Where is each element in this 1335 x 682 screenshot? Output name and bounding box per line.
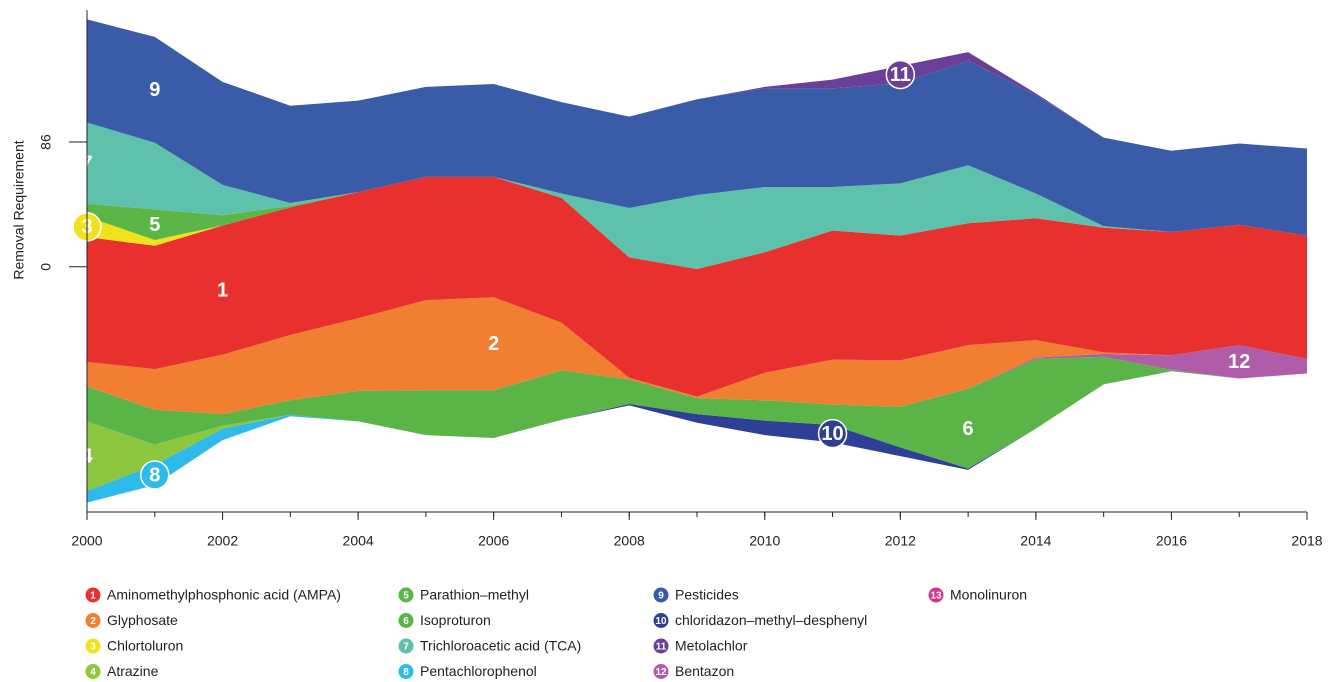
- legend-label: Glyphosate: [107, 612, 178, 628]
- x-tick-label: 2004: [343, 533, 374, 549]
- legend-marker-number: 2: [90, 616, 96, 627]
- legend-item: 2 Glyphosate: [85, 612, 178, 628]
- legend-label: Aminomethylphosphonic acid (AMPA): [107, 587, 341, 603]
- legend-item: 12 Bentazon: [653, 663, 734, 679]
- legend-marker-number: 7: [403, 642, 409, 653]
- x-tick-label: 2010: [749, 533, 780, 549]
- legend-item: 1 Aminomethylphosphonic acid (AMPA): [85, 587, 341, 603]
- legend-marker-number: 9: [658, 591, 664, 602]
- legend-label: Bentazon: [675, 663, 734, 679]
- legend-marker-number: 8: [403, 667, 409, 678]
- legend-marker-number: 4: [90, 667, 96, 678]
- legend-item: 3 Chlortoluron: [85, 638, 183, 654]
- annotation-circle: [140, 460, 170, 490]
- legend-item: 5 Parathion–methyl: [398, 587, 529, 603]
- stream-area: [87, 19, 1307, 236]
- legend-marker: [653, 613, 669, 628]
- stream-label: 9: [149, 79, 160, 101]
- legend-label: Isoproturon: [420, 612, 491, 628]
- y-tick-label: 0: [38, 263, 54, 271]
- x-tick-label: 2012: [885, 533, 916, 549]
- stream-label: 2: [488, 333, 499, 355]
- legend-marker-number: 6: [403, 616, 409, 627]
- legend-marker: [85, 613, 101, 628]
- stream-area: [87, 297, 1307, 415]
- legend-marker: [398, 664, 414, 679]
- legend-item: 13 Monolinuron: [928, 587, 1027, 603]
- legend-marker-number: 1: [90, 591, 96, 602]
- y-tick-label: 86: [38, 134, 54, 150]
- stream-label: 6: [963, 418, 974, 440]
- stream-label: 1: [217, 279, 228, 301]
- stream-label: 10: [821, 423, 843, 445]
- x-tick-label: 2006: [478, 533, 509, 549]
- stream-label: 12: [1228, 351, 1250, 373]
- legend-marker: [85, 664, 101, 679]
- legend-marker: [398, 638, 414, 654]
- legend-label: Parathion–methyl: [420, 587, 529, 603]
- legend-label: Atrazine: [107, 663, 159, 679]
- legend-item: 10 chloridazon–methyl–desphenyl: [653, 612, 867, 628]
- stream-label: 11: [890, 64, 911, 86]
- x-tick-label: 2016: [1156, 533, 1187, 549]
- legend-label: Monolinuron: [950, 587, 1027, 603]
- legend-marker-number: 10: [655, 616, 667, 627]
- legend-item: 7 Trichloroacetic acid (TCA): [398, 638, 581, 654]
- x-tick-label: 2008: [614, 533, 645, 549]
- x-tick-label: 2002: [207, 533, 238, 549]
- legend-label: Pesticides: [675, 587, 739, 603]
- legend-label: Pentachlorophenol: [420, 663, 537, 679]
- legend-marker-number: 13: [930, 591, 942, 602]
- x-tick-label: 2000: [71, 533, 102, 549]
- legend-marker: [398, 613, 414, 628]
- annotation-circle: [817, 418, 848, 449]
- legend-item: 6 Isoproturon: [398, 612, 491, 628]
- annotation-circle: [885, 59, 916, 90]
- legend-marker-number: 11: [656, 642, 667, 653]
- legend-item: 11 Metolachlor: [653, 638, 748, 654]
- legend-marker: [85, 638, 101, 654]
- stream-area: [87, 122, 1307, 269]
- legend-marker: [398, 587, 414, 603]
- legend-label: Trichloroacetic acid (TCA): [420, 638, 581, 654]
- legend-marker: [653, 638, 669, 654]
- stream-area: [87, 356, 1307, 469]
- x-tick-label: 2018: [1291, 533, 1322, 549]
- legend-item: 9 Pesticides: [653, 587, 739, 603]
- stream-area: [87, 176, 1307, 397]
- legend-item: 4 Atrazine: [85, 663, 159, 679]
- legend-marker-number: 5: [403, 591, 409, 602]
- stream-label: 8: [149, 464, 160, 486]
- legend-item: 8 Pentachlorophenol: [398, 663, 537, 679]
- stream-label: 5: [149, 214, 160, 236]
- legend-label: Metolachlor: [675, 638, 748, 654]
- x-tick-label: 2014: [1020, 533, 1051, 549]
- legend-marker: [653, 664, 669, 679]
- legend-marker: [85, 587, 101, 603]
- legend-label: chloridazon–methyl–desphenyl: [675, 612, 867, 628]
- legend-marker: [928, 587, 944, 603]
- legend-marker-number: 12: [655, 667, 667, 678]
- y-axis-label: Removal Requirement: [11, 140, 27, 279]
- legend-marker-number: 3: [90, 642, 96, 653]
- legend-marker: [653, 587, 669, 603]
- legend-label: Chlortoluron: [107, 638, 183, 654]
